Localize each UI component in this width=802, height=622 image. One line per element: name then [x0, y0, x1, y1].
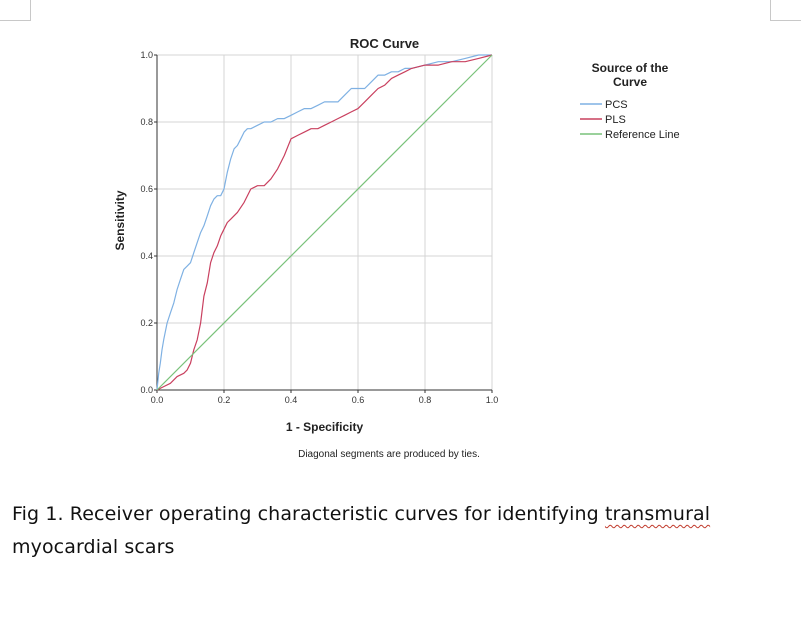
x-tick-label: 0.6	[352, 395, 365, 405]
roc-chart: 0.0 0.2 0.4 0.6 0.8 1.0 0.0 0.2 0.4 0.6 0.8 1.0 ROC …	[113, 36, 680, 460]
x-axis-label: 1 - Specificity	[286, 420, 364, 434]
x-tick-label: 0.2	[218, 395, 231, 405]
legend-entry: Reference Line	[605, 129, 680, 141]
y-tick-label: 0.2	[140, 318, 153, 328]
caption-text-start: Fig 1. Receiver operating characteristic…	[12, 503, 605, 525]
chart-title: ROC Curve	[350, 36, 419, 51]
series-line-reference-line	[156, 54, 493, 391]
figure-caption: Fig 1. Receiver operating characteristic…	[12, 498, 712, 564]
y-tick-label: 0.6	[140, 184, 153, 194]
legend-title: Curve	[613, 75, 647, 89]
series-line-pls	[156, 54, 493, 391]
y-axis-label: Sensitivity	[113, 190, 127, 250]
x-tick-label: 1.0	[486, 395, 499, 405]
legend-title: Source of the	[592, 61, 669, 75]
x-tick-label: 0.0	[151, 395, 164, 405]
y-tick-label: 1.0	[140, 50, 153, 60]
y-tick-label: 0.0	[140, 385, 153, 395]
y-tick-label: 0.8	[140, 117, 153, 127]
page-corner-mark-left	[0, 0, 31, 21]
legend-entry: PLS	[605, 114, 626, 126]
series-line-pcs	[156, 54, 492, 391]
caption-text-end: myocardial scars	[12, 536, 175, 558]
y-tick-label: 0.4	[140, 251, 153, 261]
page-corner-mark-right	[770, 0, 801, 21]
legend-entry: PCS	[605, 99, 628, 111]
x-tick-label: 0.8	[419, 395, 432, 405]
caption-spellcheck-word[interactable]: transmural	[604, 503, 711, 525]
chart-footnote: Diagonal segments are produced by ties.	[298, 449, 480, 460]
x-tick-label: 0.4	[285, 395, 298, 405]
